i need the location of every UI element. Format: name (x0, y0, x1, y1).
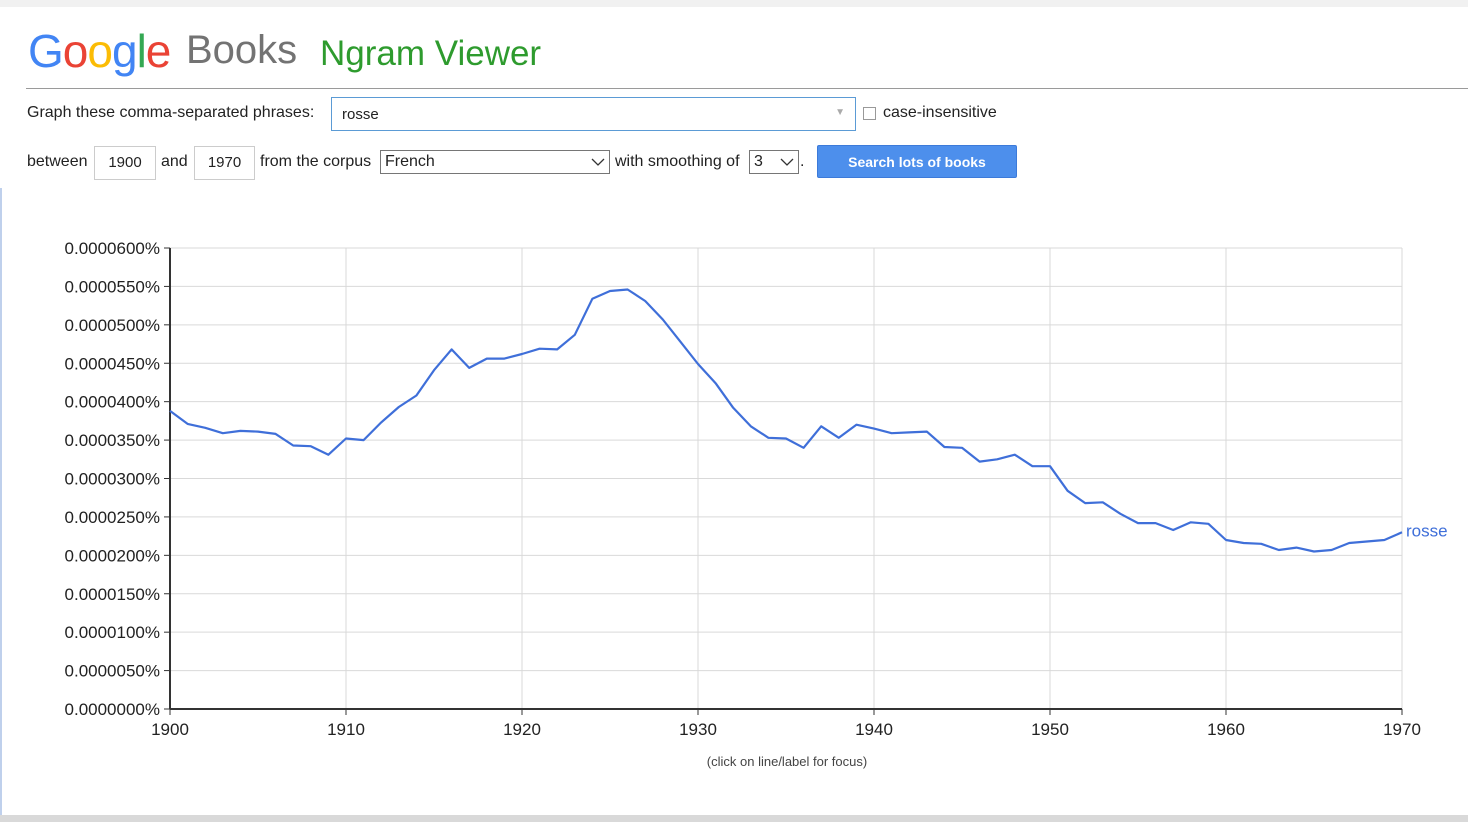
y-tick-label: 0.0000100% (65, 623, 160, 642)
y-tick-label: 0.0000250% (65, 508, 160, 527)
ngram-viewer-title: Ngram Viewer (320, 34, 542, 73)
smoothing-select-value: 3 (754, 153, 763, 170)
period-label: . (800, 153, 805, 170)
chevron-down-icon (591, 158, 605, 166)
and-label: and (161, 153, 188, 170)
left-rule (0, 188, 2, 822)
google-logo-letter: o (62, 25, 89, 77)
between-label: between (27, 153, 88, 170)
y-tick-label: 0.0000450% (65, 354, 160, 373)
y-tick-label: 0.0000050% (65, 662, 160, 681)
chart-lines[interactable]: rosse (169, 288, 1448, 553)
x-tick-label: 1960 (1207, 720, 1245, 739)
chart-grid (169, 247, 1403, 710)
y-tick-label: 0.0000500% (65, 316, 160, 335)
corpus-select[interactable]: French (380, 150, 610, 174)
case-insensitive-checkbox[interactable] (863, 107, 876, 120)
google-logo-letter: g (111, 25, 138, 77)
top-bar (0, 0, 1468, 7)
x-tick-label: 1970 (1383, 720, 1421, 739)
x-tick-label: 1900 (151, 720, 189, 739)
series-label[interactable]: rosse (1406, 521, 1448, 540)
chevron-down-icon (780, 158, 794, 166)
google-logo-letter: e (145, 25, 172, 77)
autocomplete-caret-icon: ▼ (835, 107, 845, 118)
y-tick-label: 0.0000000% (65, 700, 160, 719)
chart-tick-labels: 0.0000000% 0.0000050% 0.0000100% 0.0000150%… (65, 239, 1421, 739)
chart-caption: (click on line/label for focus) (706, 754, 868, 769)
header-divider (26, 88, 1468, 89)
google-logo[interactable]: Google (28, 24, 172, 78)
y-tick-label: 0.0000400% (65, 393, 160, 412)
end-year-input[interactable]: 1970 (194, 146, 255, 180)
x-tick-label: 1940 (855, 720, 893, 739)
google-logo-letter: G (28, 25, 64, 77)
google-logo-letter: l (136, 25, 147, 77)
bottom-bar (0, 815, 1468, 822)
books-logo[interactable]: Books (186, 28, 298, 72)
google-logo-letter: o (87, 25, 113, 77)
smoothing-select[interactable]: 3 (749, 150, 799, 174)
y-tick-label: 0.0000200% (65, 546, 160, 565)
series-line-rosse[interactable] (169, 288, 1403, 553)
y-tick-label: 0.0000600% (65, 239, 160, 258)
x-tick-label: 1920 (503, 720, 541, 739)
y-tick-label: 0.0000300% (65, 470, 160, 489)
y-tick-label: 0.0000350% (65, 431, 160, 450)
phrases-label: Graph these comma-separated phrases: (27, 104, 315, 121)
chart-axes (164, 247, 1403, 715)
smoothing-label: with smoothing of (615, 153, 740, 170)
x-tick-label: 1930 (679, 720, 717, 739)
case-insensitive-label[interactable]: case-insensitive (883, 104, 997, 121)
start-year-input[interactable]: 1900 (94, 146, 156, 180)
x-tick-label: 1910 (327, 720, 365, 739)
x-tick-label: 1950 (1031, 720, 1069, 739)
search-button[interactable]: Search lots of books (817, 145, 1017, 178)
corpus-select-value: French (385, 153, 435, 170)
y-tick-label: 0.0000550% (65, 277, 160, 296)
phrases-input-value: rosse (342, 106, 379, 123)
y-tick-label: 0.0000150% (65, 585, 160, 604)
corpus-label: from the corpus (260, 153, 372, 170)
phrases-input[interactable]: rosse ▼ (331, 97, 856, 131)
